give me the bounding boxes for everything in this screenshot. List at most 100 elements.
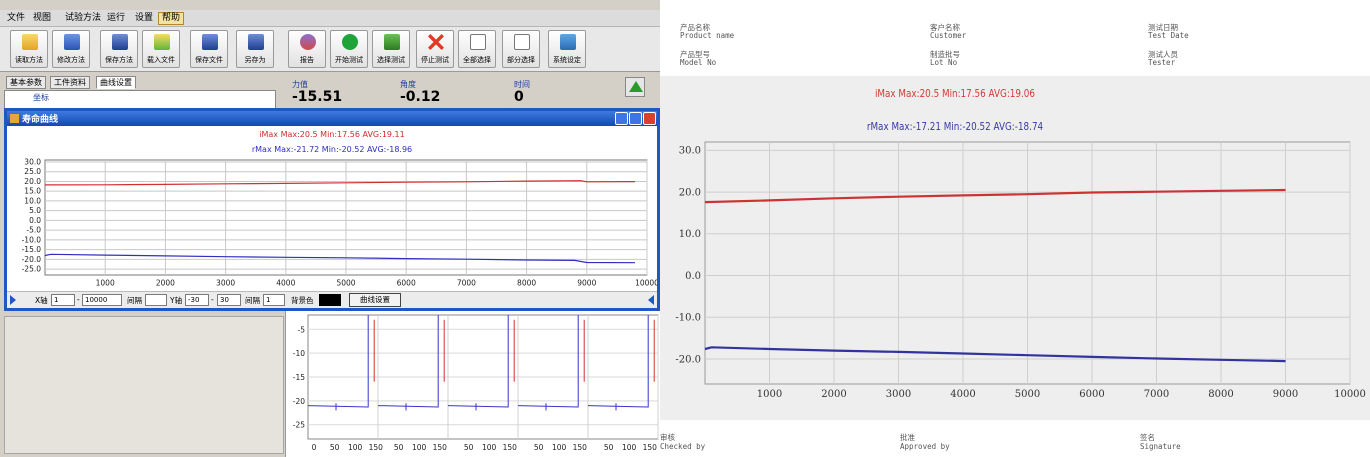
coord-label: 坐标 [33, 93, 49, 102]
time-label: 时间 [514, 80, 530, 89]
toolbar-button[interactable]: 停止测试 [416, 30, 454, 68]
x-tick-label: 50 [330, 443, 340, 452]
x-tick-label: 7000 [1144, 389, 1169, 400]
x-tick-label: 150 [433, 443, 448, 452]
toolbar-button-label: 系统设定 [553, 56, 581, 64]
x-tick-label: 5000 [1015, 389, 1040, 400]
rmax-series-line [704, 346, 1286, 363]
y-interval-label: 间隔 [245, 296, 260, 305]
toolbar-button[interactable]: 另存为 [236, 30, 274, 68]
y-interval-input[interactable]: 1 [263, 294, 285, 306]
load-icon [154, 34, 170, 50]
y-tick-label: 20.0 [679, 187, 701, 198]
disk-icon [248, 34, 264, 50]
imax-series-line [704, 188, 1286, 204]
x-tick-label: 50 [604, 443, 614, 452]
y-tick-label: -10 [293, 349, 305, 358]
x-tick-label: 10000 [1334, 389, 1366, 400]
toolbar-button[interactable]: 系统设定 [548, 30, 586, 68]
toolbar-button[interactable]: 全部选择 [458, 30, 496, 68]
toolbar-button-label: 选择测试 [377, 56, 405, 64]
x-tick-label: 5000 [336, 279, 355, 288]
toolbar-button[interactable]: 读取方法 [10, 30, 48, 68]
rmax-waveform [447, 315, 509, 408]
x-dash: - [77, 295, 80, 304]
x-tick-label: 150 [573, 443, 588, 452]
toolbar-button[interactable]: 开始测试 [330, 30, 368, 68]
y-tick-label: 20.0 [24, 177, 41, 186]
maximize-button[interactable] [629, 112, 642, 125]
x-tick-label: 150 [643, 443, 658, 452]
y-tick-label: -5.0 [26, 226, 41, 235]
curve-settings-button[interactable]: 曲线设置 [349, 293, 401, 307]
model-no-cn: 产品型号 [680, 50, 710, 59]
toolbar-button[interactable]: 报告 [288, 30, 326, 68]
signature-en: Signature [1140, 442, 1181, 451]
arrow-up-icon[interactable] [625, 77, 645, 97]
y-to-input[interactable]: 30 [217, 294, 241, 306]
close-button[interactable] [643, 112, 656, 125]
tab[interactable]: 曲线设置 [96, 76, 136, 89]
signature-cn: 签名 [1140, 433, 1155, 442]
menu-item[interactable]: 试验方法 [65, 13, 102, 23]
x-tick-label: 1000 [757, 389, 782, 400]
y-tick-label: 0.0 [685, 271, 701, 282]
tester-en: Tester [1148, 58, 1176, 67]
toolbar-button[interactable]: 保存方法 [100, 30, 138, 68]
imax-series-line [44, 180, 636, 186]
play-left-icon[interactable] [10, 295, 16, 305]
force-value: -15.51 [292, 89, 343, 105]
play-right-icon[interactable] [648, 295, 654, 305]
toolbar-button-label: 保存方法 [105, 56, 133, 64]
lot-no-cn: 制造批号 [930, 50, 960, 59]
menu-item[interactable]: 帮助 [158, 12, 185, 25]
x-tick-label: 6000 [397, 279, 416, 288]
y-tick-label: 5.0 [29, 206, 41, 215]
x-interval-input[interactable] [145, 294, 167, 306]
y-tick-label: 30.0 [679, 146, 701, 157]
toolbar-button[interactable]: 部分选择 [502, 30, 540, 68]
window-titlebar[interactable]: 寿命曲线 [7, 111, 657, 126]
toolbar-button[interactable]: 修改方法 [52, 30, 90, 68]
toolbar-button[interactable]: 载入文件 [142, 30, 180, 68]
report-rmax-stats: rMax Max:-17.21 Min:-20.52 AVG:-18.74 [866, 120, 1044, 133]
tab[interactable]: 基本参数 [6, 76, 46, 89]
coord-panel: 坐标 [4, 90, 276, 110]
test-date-en: Test Date [1148, 31, 1189, 40]
x-tick-label: 50 [464, 443, 474, 452]
menu-item[interactable]: 运行 [107, 13, 126, 23]
toolbar-button-label: 保存文件 [195, 56, 223, 64]
x-from-input[interactable]: 1 [51, 294, 75, 306]
toolbar-button-label: 另存为 [244, 56, 266, 64]
report-icon [300, 34, 316, 50]
y-from-input[interactable]: -30 [185, 294, 209, 306]
window-app-icon [10, 114, 19, 123]
minimize-button[interactable] [615, 112, 628, 125]
product-name-cn: 产品名称 [680, 23, 710, 32]
x-tick-label: 9000 [1273, 389, 1298, 400]
y-tick-label: -20.0 [22, 255, 42, 264]
y-dash: - [211, 295, 214, 304]
x-tick-label: 3000 [886, 389, 911, 400]
toolbar-button[interactable]: 选择测试 [372, 30, 410, 68]
x-tick-label: 2000 [821, 389, 846, 400]
tab[interactable]: 工件资料 [50, 76, 90, 89]
x-tick-label: 150 [503, 443, 518, 452]
x-to-input[interactable]: 10000 [82, 294, 122, 306]
bg-color-swatch[interactable] [319, 294, 341, 306]
x-tick-label: 9000 [577, 279, 596, 288]
y-tick-label: -25.0 [22, 265, 42, 274]
menu-item[interactable]: 文件 [7, 13, 26, 23]
rmax-waveform [587, 315, 649, 408]
report-imax-stats: iMax Max:20.5 Min:17.56 AVG:19.06 [874, 87, 1035, 100]
x-tick-label: 3000 [216, 279, 235, 288]
folder-icon [22, 34, 38, 50]
curve-control-bar: X轴 1 - 10000 间隔 Y轴 -30 - 30 间隔 1 背景色 曲线设… [7, 291, 657, 308]
toolbar-button-label: 读取方法 [15, 56, 43, 64]
y-tick-label: -10.0 [22, 235, 42, 244]
menu-item[interactable]: 设置 [135, 13, 154, 23]
toolbar-button[interactable]: 保存文件 [190, 30, 228, 68]
menu-item[interactable]: 视图 [33, 13, 52, 23]
model-no-en: Model No [680, 58, 717, 67]
y-tick-label: -10.0 [675, 313, 701, 324]
